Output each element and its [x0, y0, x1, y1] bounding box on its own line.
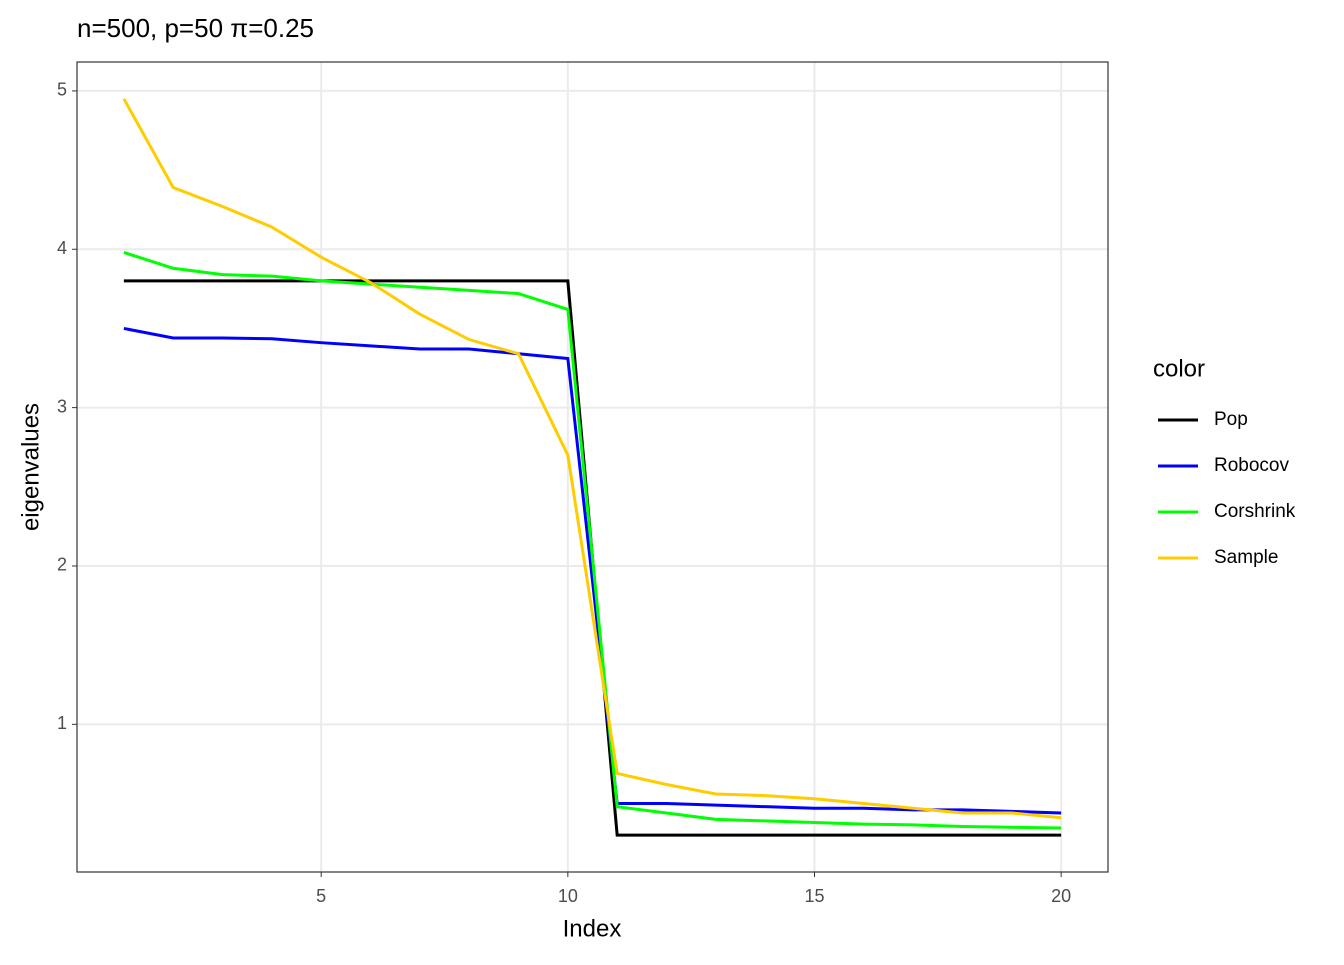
y-axis-label: eigenvalues: [17, 403, 44, 531]
series-line: [122, 98, 1062, 820]
y-tick-label: 4: [57, 238, 67, 258]
y-tick-label: 5: [57, 80, 67, 100]
series-line: [123, 250, 1062, 830]
y-tick-label: 3: [57, 396, 67, 416]
x-tick-label: 5: [316, 886, 326, 906]
series-line: [123, 326, 1062, 815]
panel-border: [76, 61, 1109, 873]
legend-label: Robocov: [1214, 455, 1289, 476]
x-tick-label: 15: [804, 886, 824, 906]
legend-label: Pop: [1214, 409, 1248, 430]
legend-title: color: [1153, 355, 1205, 382]
y-tick-label: 1: [57, 713, 67, 733]
x-tick-label: 10: [558, 886, 578, 906]
x-axis-label: Index: [563, 915, 622, 942]
x-tick-label: 20: [1051, 886, 1071, 906]
legend-label: Corshrink: [1214, 501, 1296, 522]
legend-label: Sample: [1214, 547, 1278, 568]
chart-title: n=500, p=50 π=0.25: [77, 13, 314, 43]
y-tick-label: 2: [57, 555, 67, 575]
